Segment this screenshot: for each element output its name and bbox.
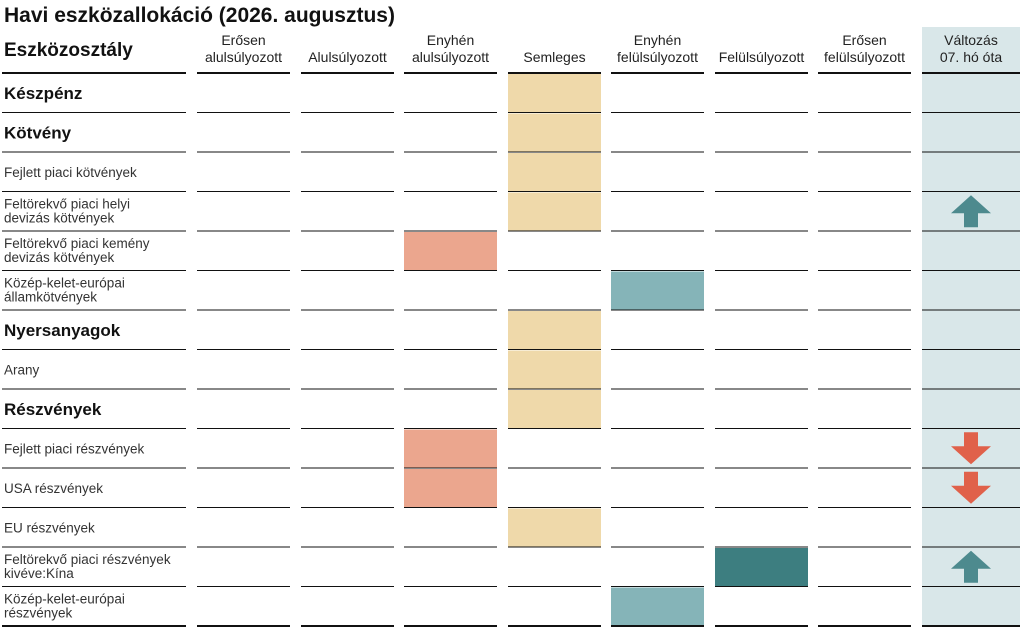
- change-column-background: [922, 27, 1020, 626]
- row-label: Feltörekvő piaci részvények kivéve:Kína: [4, 552, 171, 581]
- position-cell: [404, 429, 497, 468]
- arrow-up-icon: [951, 550, 991, 583]
- position-cell: [508, 192, 601, 231]
- column-header-7: Erősen felülsúlyozott: [824, 32, 905, 65]
- arrow-up-icon: [951, 195, 991, 228]
- change-column-header: Változás 07. hó óta: [940, 32, 1002, 65]
- position-cell: [404, 232, 497, 271]
- row-label: Közép-kelet-európai részvények: [4, 592, 125, 621]
- column-header-5: Enyhén felülsúlyozott: [617, 32, 698, 65]
- row-label: Feltörekvő piaci helyi devizás kötvények: [4, 197, 130, 226]
- row-label: Arany: [4, 362, 40, 377]
- position-cell: [508, 508, 601, 547]
- column-header-1: Erősen alulsúlyozott: [205, 32, 282, 65]
- row-label: Közép-kelet-európai államkötvények: [4, 276, 125, 305]
- column-header-4: Semleges: [523, 49, 585, 65]
- row-label: Kötvény: [4, 123, 72, 142]
- arrow-down-icon: [951, 471, 991, 504]
- position-cell: [715, 548, 808, 587]
- row-label: Készpénz: [4, 84, 82, 103]
- arrow-down-icon: [951, 432, 991, 465]
- row-label: USA részvények: [4, 481, 103, 496]
- position-cell: [611, 271, 704, 310]
- position-cell: [611, 587, 704, 626]
- row-label: Feltörekvő piaci kemény devizás kötvények: [4, 236, 150, 265]
- row-label: Részvények: [4, 400, 102, 419]
- position-cell: [508, 153, 601, 192]
- row-label: EU részvények: [4, 520, 95, 535]
- row-label: Fejlett piaci kötvények: [4, 165, 137, 180]
- position-cell: [508, 390, 601, 429]
- position-cell: [508, 74, 601, 113]
- column-header-2: Alulsúlyozott: [308, 49, 387, 65]
- position-cell: [404, 469, 497, 508]
- chart-title: Havi eszközallokáció (2026. augusztus): [4, 4, 395, 27]
- column-header-6: Felülsúlyozott: [719, 49, 805, 65]
- row-label: Nyersanyagok: [4, 321, 121, 340]
- position-cell: [508, 311, 601, 350]
- row-header: Eszközosztály: [4, 40, 133, 61]
- row-label: Fejlett piaci részvények: [4, 441, 145, 456]
- position-cell: [508, 113, 601, 152]
- position-cell: [508, 350, 601, 389]
- column-header-3: Enyhén alulsúlyozott: [412, 32, 489, 65]
